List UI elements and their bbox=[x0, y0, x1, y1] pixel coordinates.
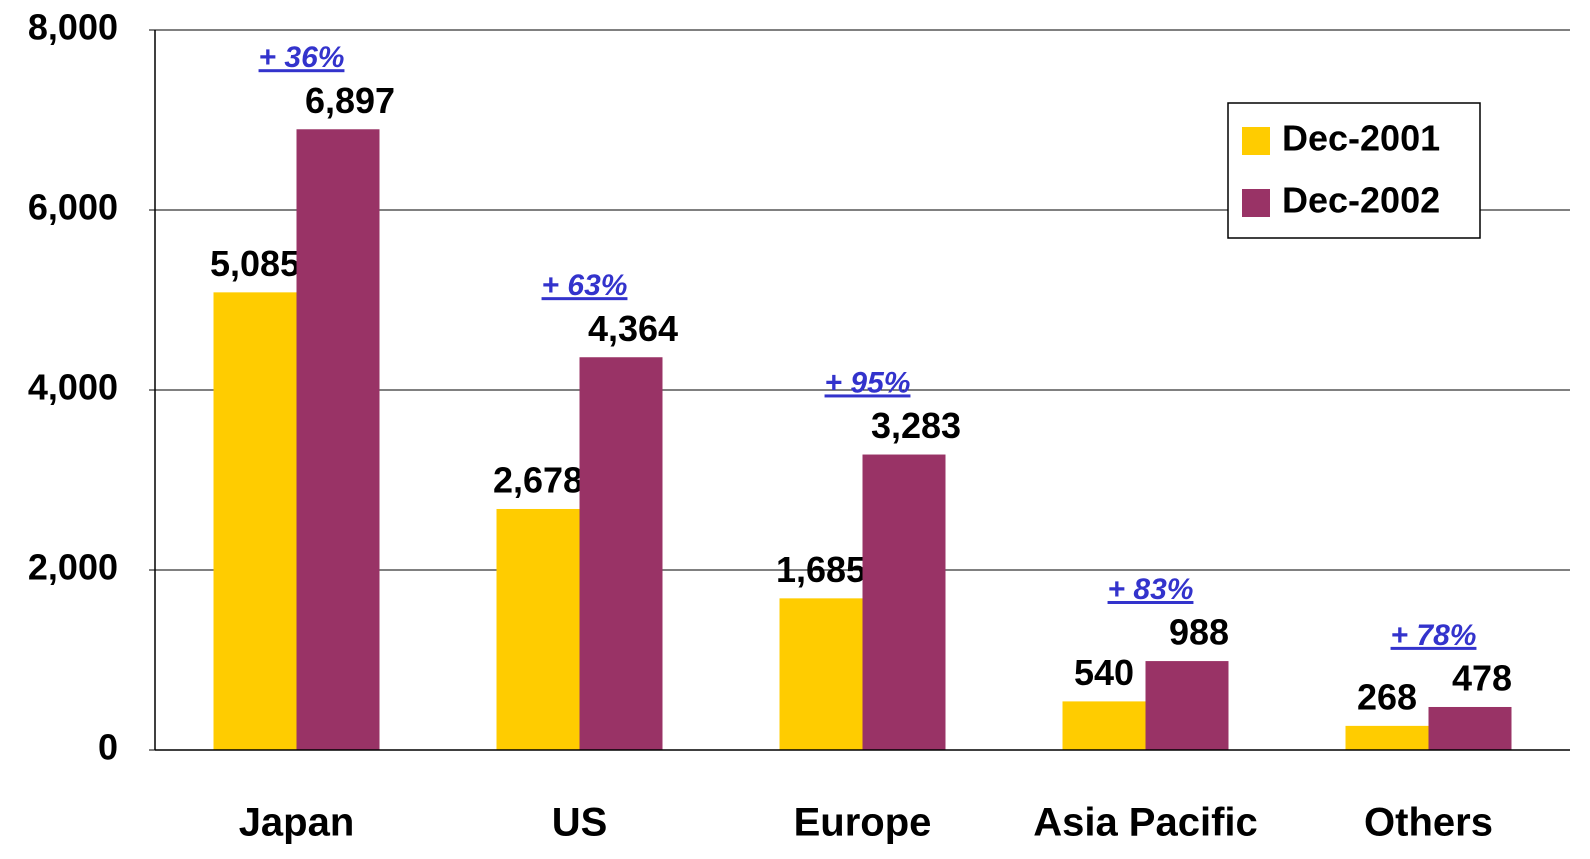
y-tick-label: 8,000 bbox=[28, 7, 118, 48]
y-tick-label: 6,000 bbox=[28, 187, 118, 228]
data-label: 988 bbox=[1169, 612, 1229, 653]
y-tick-label: 0 bbox=[98, 727, 118, 768]
data-label: 5,085 bbox=[210, 243, 300, 284]
data-label: 3,283 bbox=[871, 405, 961, 446]
bar bbox=[296, 129, 380, 750]
data-label: 1,685 bbox=[776, 549, 866, 590]
annotation: + 36% bbox=[259, 41, 345, 74]
bar bbox=[579, 357, 663, 750]
annotation: + 63% bbox=[542, 269, 628, 302]
y-tick-label: 4,000 bbox=[28, 367, 118, 408]
legend-label: Dec-2001 bbox=[1282, 118, 1440, 159]
annotation: + 83% bbox=[1108, 573, 1194, 606]
data-label: 2,678 bbox=[493, 459, 583, 500]
legend-label: Dec-2002 bbox=[1282, 180, 1440, 221]
legend-swatch bbox=[1242, 127, 1270, 155]
x-tick-label: Asia Pacific bbox=[1033, 801, 1258, 845]
annotation: + 78% bbox=[1391, 619, 1477, 652]
x-tick-label: Others bbox=[1364, 801, 1493, 845]
data-label: 6,897 bbox=[305, 80, 395, 121]
annotation: + 95% bbox=[825, 366, 911, 399]
bar bbox=[779, 598, 863, 750]
x-tick-label: Europe bbox=[794, 801, 932, 845]
bar bbox=[1345, 725, 1429, 750]
data-label: 268 bbox=[1357, 676, 1417, 717]
bar bbox=[1428, 706, 1512, 750]
bar bbox=[862, 454, 946, 750]
x-tick-label: Japan bbox=[239, 801, 355, 845]
bar bbox=[1062, 701, 1146, 750]
bar bbox=[213, 292, 297, 750]
legend-swatch bbox=[1242, 189, 1270, 217]
x-tick-label: US bbox=[552, 801, 608, 845]
data-label: 478 bbox=[1452, 657, 1512, 698]
data-label: 4,364 bbox=[588, 308, 678, 349]
bar bbox=[496, 508, 580, 750]
bar bbox=[1145, 661, 1229, 750]
data-label: 540 bbox=[1074, 652, 1134, 693]
y-tick-label: 2,000 bbox=[28, 547, 118, 588]
